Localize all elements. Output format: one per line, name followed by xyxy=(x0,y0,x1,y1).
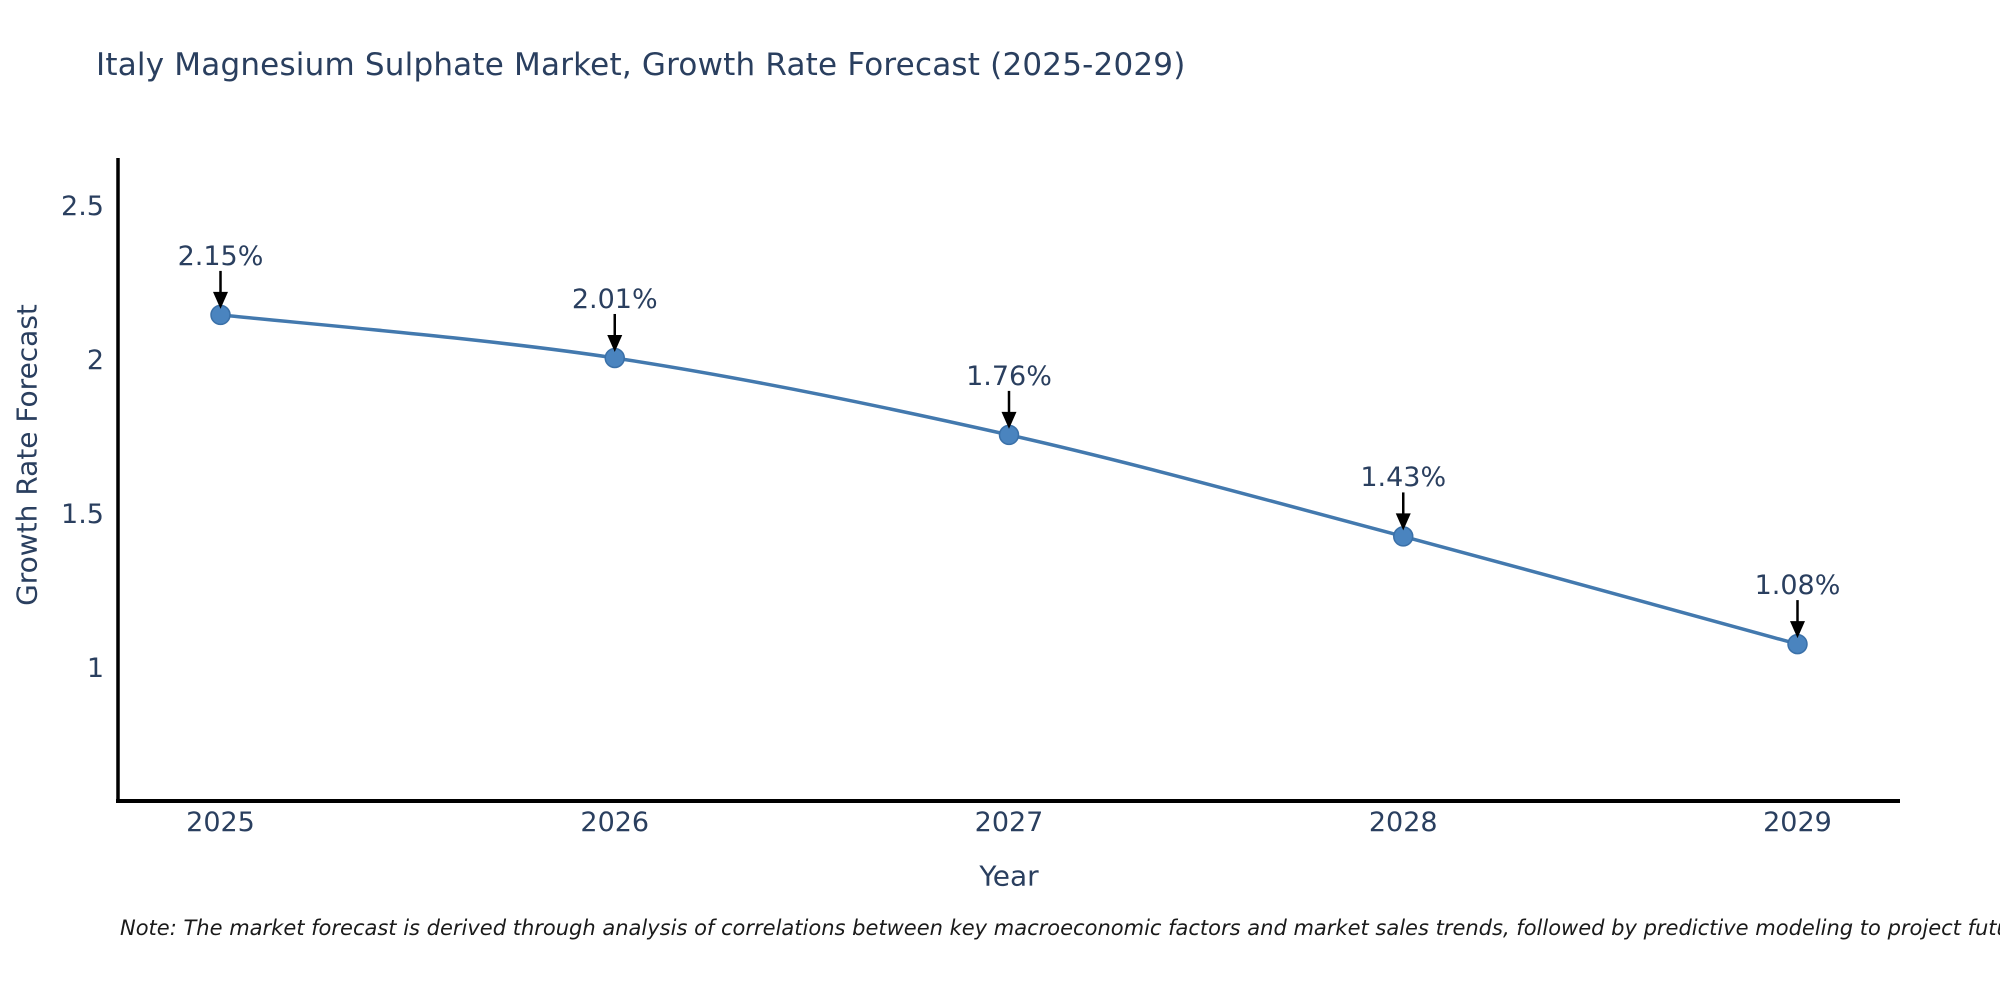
point-annotation: 1.43% xyxy=(1360,462,1447,494)
annotation-arrow-head xyxy=(1395,513,1411,531)
chart-title: Italy Magnesium Sulphate Market, Growth … xyxy=(96,47,1186,83)
annotation-arrow-head xyxy=(607,334,623,352)
point-annotation: 2.01% xyxy=(571,283,658,315)
point-annotation: 1.08% xyxy=(1754,570,1841,602)
x-tick-label: 2027 xyxy=(974,807,1044,838)
x-axis-title: Year xyxy=(979,859,1039,893)
y-tick-label: 1.5 xyxy=(61,498,104,530)
x-tick-label: 2028 xyxy=(1368,807,1438,838)
annotation-arrow-head xyxy=(213,291,229,309)
annotation-arrow-head xyxy=(1001,411,1017,429)
y-axis-title: Growth Rate Forecast xyxy=(10,304,44,606)
x-tick-label: 2025 xyxy=(186,807,255,838)
point-annotation: 1.76% xyxy=(966,360,1052,392)
y-tick-label: 1 xyxy=(86,652,104,684)
x-tick-label: 2026 xyxy=(580,807,650,838)
y-tick-label: 2.5 xyxy=(61,191,104,223)
annotation-arrow-head xyxy=(1789,621,1805,639)
y-tick-label: 2 xyxy=(86,345,104,377)
x-tick-label: 2029 xyxy=(1763,807,1832,838)
note-text: Note: The market forecast is derived thr… xyxy=(120,916,2000,940)
point-annotation: 2.15% xyxy=(177,240,264,272)
